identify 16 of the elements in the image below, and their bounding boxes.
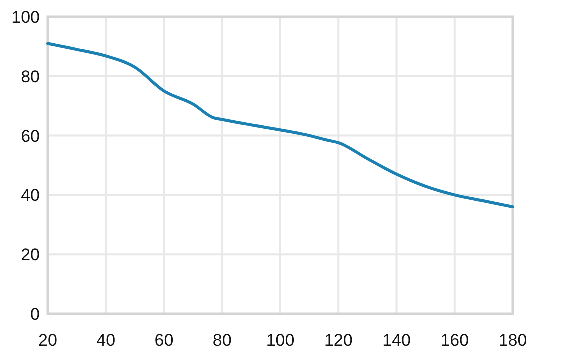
x-tick-label: 180: [498, 331, 528, 350]
y-tick-label: 100: [12, 8, 40, 27]
y-tick-label: 0: [30, 304, 40, 324]
x-tick-label: 80: [212, 331, 232, 350]
x-tick-label: 20: [38, 331, 58, 350]
y-tick-label: 40: [21, 186, 40, 206]
y-tick-label: 80: [21, 67, 40, 86]
x-tick-label: 160: [440, 331, 470, 350]
x-tick-label: 60: [154, 331, 174, 350]
line-series: [46, 42, 514, 209]
x-tick-label: 140: [382, 331, 411, 350]
x-tick-label: 100: [266, 331, 295, 350]
y-tick-label: 60: [21, 126, 40, 146]
x-tick-label: 40: [96, 331, 116, 350]
y-tick-label: 20: [21, 246, 40, 265]
x-tick-label: 120: [324, 331, 353, 350]
